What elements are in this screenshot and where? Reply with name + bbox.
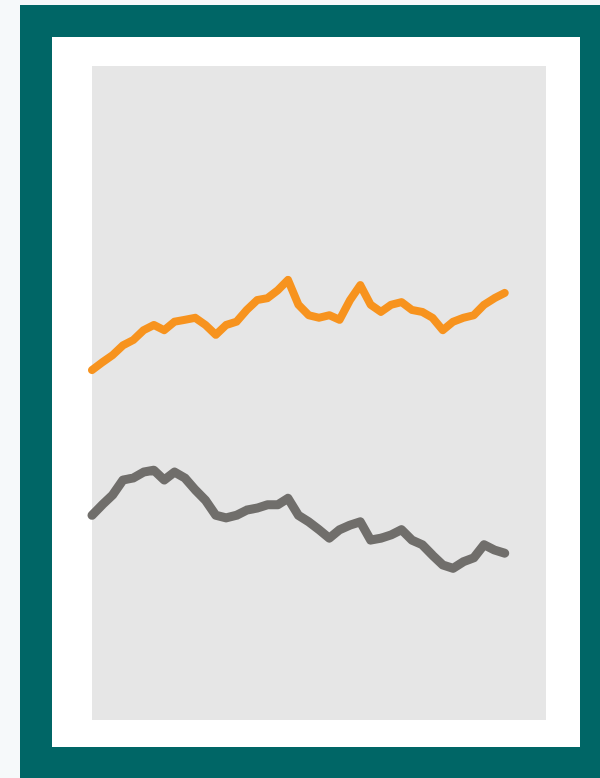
series-line xyxy=(88,275,509,375)
series-line xyxy=(87,465,510,573)
series-group xyxy=(87,275,510,573)
plot-area xyxy=(92,66,546,720)
